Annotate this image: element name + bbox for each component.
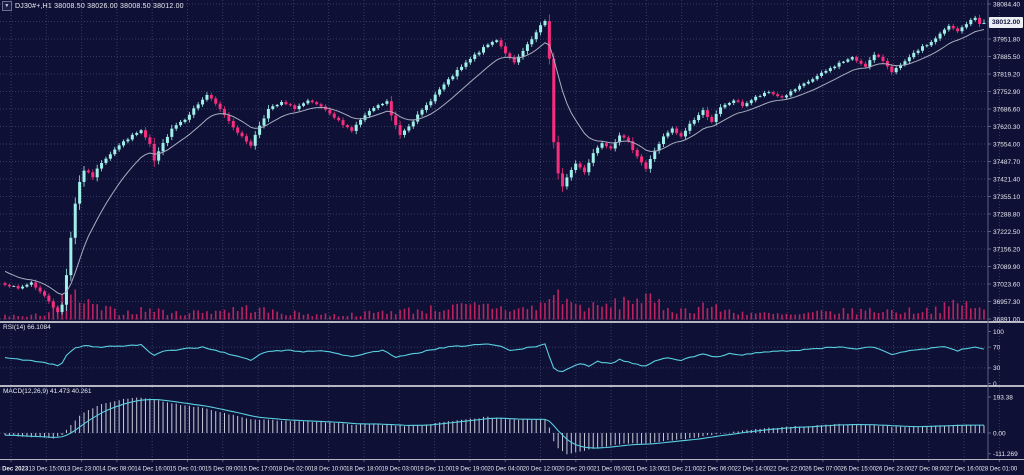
volume-bars [4, 289, 985, 320]
time-axis-label: 28 Dec 01:00 [982, 467, 1018, 473]
time-axis-label: 19 Dec 03:00 [381, 467, 417, 473]
price-axis-label: 37288.80 [993, 211, 1020, 218]
price-axis-label: 36957.30 [993, 299, 1020, 306]
panel-separators [0, 0, 1024, 460]
time-axis-label: 20 Dec 04:00 [487, 467, 523, 473]
price-axis-label: 37156.20 [993, 246, 1020, 253]
rsi-axis-label: 0 [993, 381, 997, 388]
price-axis-label: 37885.50 [993, 54, 1020, 61]
macd-indicator-label: MACD(12,26,9) 41.473 40.261 [3, 388, 92, 395]
price-axis-label: 37023.60 [993, 281, 1020, 288]
rsi-axis-label: 100 [993, 329, 1004, 336]
rsi-line [4, 343, 985, 373]
price-axis-label: 37554.00 [993, 141, 1020, 148]
price-axis-label: 38084.40 [993, 1, 1020, 8]
time-axis-label: 21 Dec 21:00 [664, 467, 700, 473]
price-axis-label: 37355.10 [993, 194, 1020, 201]
time-axis-label: 21 Dec 13:00 [629, 467, 665, 473]
price-axis-label: 37819.20 [993, 71, 1020, 78]
macd-axis-label: -111.269 [993, 451, 1018, 458]
price-axis-label: 37089.90 [993, 264, 1020, 271]
time-axis-label: 27 Dec 08:00 [911, 467, 947, 473]
candlesticks [3, 14, 986, 315]
time-axis-label: 13 Dec 23:00 [64, 467, 100, 473]
macd-axis-label: 0.00 [993, 430, 1006, 437]
time-axis-label: 15 Dec 01:00 [170, 467, 206, 473]
price-axis-label: 37487.70 [993, 159, 1020, 166]
time-axis-label: 27 Dec 16:00 [946, 467, 982, 473]
time-axis-label: 26 Dec 15:00 [840, 467, 876, 473]
price-axis-label: 37421.40 [993, 176, 1020, 183]
time-axis-label: 18 Dec 02:00 [276, 467, 312, 473]
time-axis-label: 19 Dec 11:00 [417, 467, 453, 473]
time-axis-label: 14 Dec 16:00 [134, 467, 170, 473]
time-axis-label: 19 Dec 19:00 [452, 467, 488, 473]
time-axis-label: 21 Dec 05:00 [593, 467, 629, 473]
ma-line [4, 29, 985, 296]
time-axis-label: 14 Dec 08:00 [99, 467, 135, 473]
price-axis-label: 36891.00 [993, 316, 1020, 323]
time-axis-label: 22 Dec 22:00 [770, 467, 806, 473]
price-axis-label: 37686.60 [993, 106, 1020, 113]
time-axis-label: 22 Dec 06:00 [699, 467, 735, 473]
current-price-tag: 38012.00 [989, 17, 1023, 28]
time-axis-label: 15 Dec 09:00 [205, 467, 241, 473]
time-axis-label: 18 Dec 10:00 [311, 467, 347, 473]
rsi-axis-label: 30 [993, 365, 1001, 372]
price-axis-label: 37951.80 [993, 36, 1020, 43]
time-axis-label: 22 Dec 14:00 [734, 467, 770, 473]
time-axis-label: 15 Dec 17:00 [240, 467, 276, 473]
time-axis-label: 26 Dec 07:00 [805, 467, 841, 473]
rsi-indicator-label: RSI(14) 66.1084 [3, 324, 51, 331]
price-axis-label: 37752.90 [993, 89, 1020, 96]
rsi-axis-label: 70 [993, 344, 1001, 351]
price-axis-label: 37620.30 [993, 124, 1020, 131]
time-axis-label: 13 Dec 2023 [0, 467, 29, 473]
price-axis-label: 37222.50 [993, 229, 1020, 236]
price-axis[interactable]: 38084.40 37951.80 37885.50 37819.20 37752.90… [988, 1, 1020, 323]
indicator-axes[interactable]: 100 70 30 0 193.38 0.00 -111.269 [988, 329, 1018, 458]
macd-plot [4, 397, 985, 455]
symbol-ohlc-title: DJ30#+,H1 38008.50 38026.00 38008.50 380… [15, 2, 184, 10]
dropdown-arrow-icon[interactable]: ▼ [2, 1, 12, 11]
macd-axis-label: 193.38 [993, 394, 1013, 401]
time-axis-label: 18 Dec 18:00 [346, 467, 382, 473]
grid-lines [0, 0, 1000, 459]
chart-title-bar: ▼ DJ30#+,H1 38008.50 38026.00 38008.50 3… [2, 1, 184, 11]
time-axis-label: 20 Dec 12:00 [523, 467, 559, 473]
time-axis-label: 20 Dec 20:00 [558, 467, 594, 473]
time-axis-label: 13 Dec 15:00 [28, 467, 64, 473]
time-axis-label: 26 Dec 23:00 [876, 467, 912, 473]
